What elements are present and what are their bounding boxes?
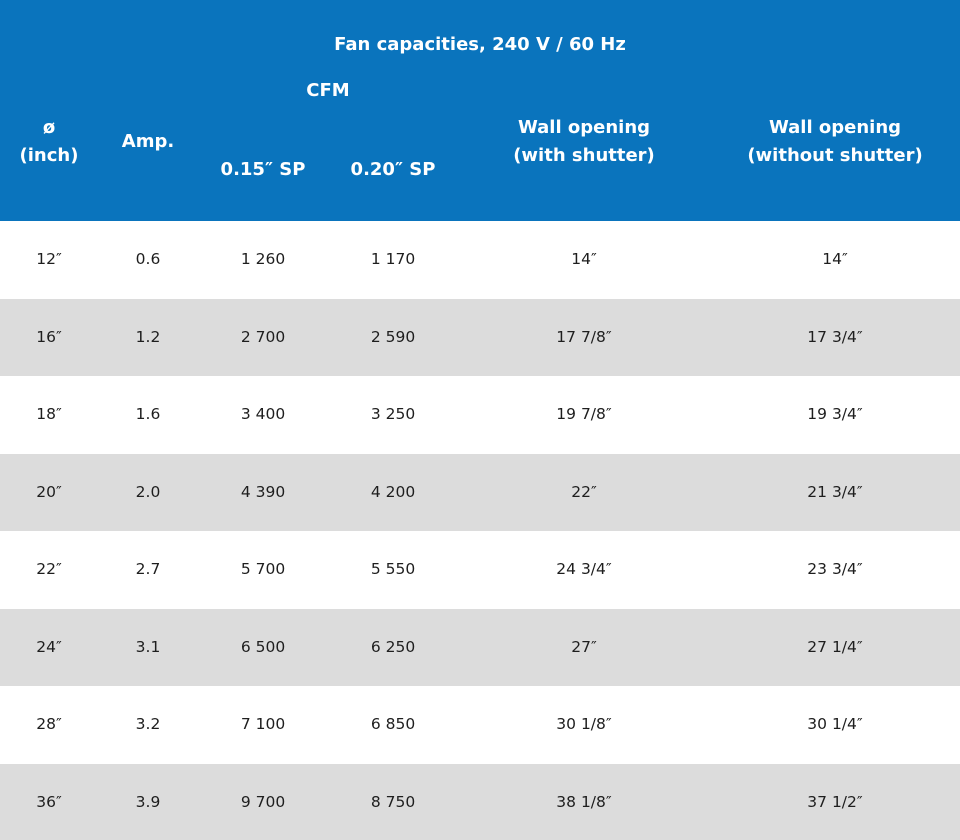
cell-diameter: 12″ bbox=[36, 250, 62, 268]
cell-wall-with-shutter: 14″ bbox=[571, 250, 597, 268]
cell-diameter: 24″ bbox=[36, 637, 62, 656]
cell-wall-with-shutter: 17 7/8″ bbox=[556, 327, 612, 346]
cell-wall-with-shutter: 19 7/8″ bbox=[556, 405, 612, 423]
cell-cfm-020: 5 550 bbox=[370, 560, 416, 578]
cell-amp: 0.6 bbox=[135, 250, 161, 268]
table-row: 12″ 0.6 1 260 1 170 14″ 14″ bbox=[0, 221, 960, 299]
cell-wall-with-shutter: 22″ bbox=[571, 482, 597, 501]
cell-amp: 3.1 bbox=[135, 637, 161, 656]
cell-cfm-020: 6 250 bbox=[370, 637, 416, 656]
cell-amp: 3.9 bbox=[135, 792, 161, 811]
header-wall-without-line2: (without shutter) bbox=[747, 145, 923, 166]
cell-cfm-020: 3 250 bbox=[370, 405, 416, 423]
cell-wall-with-shutter: 30 1/8″ bbox=[556, 715, 612, 733]
cell-cfm-020: 1 170 bbox=[370, 250, 416, 268]
cell-amp: 1.2 bbox=[135, 327, 161, 346]
cell-cfm-020: 6 850 bbox=[370, 715, 416, 733]
table-title: Fan capacities, 240 V / 60 Hz bbox=[334, 34, 626, 55]
cell-wall-without-shutter: 14″ bbox=[822, 250, 848, 268]
header-cfm-020: 0.20″ SP bbox=[350, 159, 436, 180]
cell-wall-without-shutter: 17 3/4″ bbox=[807, 327, 863, 346]
header-amp: Amp. bbox=[121, 131, 175, 152]
cell-amp: 3.2 bbox=[135, 715, 161, 733]
cell-diameter: 16″ bbox=[36, 327, 62, 346]
cell-cfm-015: 2 700 bbox=[240, 327, 286, 346]
cell-diameter: 22″ bbox=[36, 560, 62, 578]
table-row: 18″ 1.6 3 400 3 250 19 7/8″ 19 3/4″ bbox=[0, 376, 960, 454]
cell-cfm-015: 5 700 bbox=[240, 560, 286, 578]
header-diameter-unit: (inch) bbox=[19, 145, 79, 166]
cell-wall-with-shutter: 27″ bbox=[571, 637, 597, 656]
cell-cfm-015: 4 390 bbox=[240, 482, 286, 501]
header-wall-without-line1: Wall opening bbox=[768, 117, 902, 138]
cell-wall-with-shutter: 38 1/8″ bbox=[556, 792, 612, 811]
cell-cfm-015: 9 700 bbox=[240, 792, 286, 811]
header-cfm-015: 0.15″ SP bbox=[220, 159, 306, 180]
header-wall-with-line1: Wall opening bbox=[517, 117, 651, 138]
cell-cfm-020: 2 590 bbox=[370, 327, 416, 346]
cell-wall-without-shutter: 21 3/4″ bbox=[807, 482, 863, 501]
cell-cfm-015: 1 260 bbox=[240, 250, 286, 268]
cell-wall-without-shutter: 27 1/4″ bbox=[807, 637, 863, 656]
cell-wall-without-shutter: 23 3/4″ bbox=[807, 560, 863, 578]
header-diameter-symbol: ø bbox=[42, 117, 56, 138]
cell-amp: 2.0 bbox=[135, 482, 161, 501]
cell-wall-without-shutter: 19 3/4″ bbox=[807, 405, 863, 423]
table-header: Fan capacities, 240 V / 60 Hz ø (inch) A… bbox=[0, 0, 960, 221]
table-row: 22″ 2.7 5 700 5 550 24 3/4″ 23 3/4″ bbox=[0, 531, 960, 609]
cell-cfm-015: 6 500 bbox=[240, 637, 286, 656]
cell-diameter: 36″ bbox=[36, 792, 62, 811]
table-row: 20″ 2.0 4 390 4 200 22″ 21 3/4″ bbox=[0, 453, 960, 531]
table-row: 24″ 3.1 6 500 6 250 27″ 27 1/4″ bbox=[0, 608, 960, 686]
header-cfm-group: CFM bbox=[306, 80, 350, 101]
cell-diameter: 18″ bbox=[36, 405, 62, 423]
cell-diameter: 28″ bbox=[36, 715, 62, 733]
cell-wall-without-shutter: 37 1/2″ bbox=[807, 792, 863, 811]
table-row: 28″ 3.2 7 100 6 850 30 1/8″ 30 1/4″ bbox=[0, 686, 960, 764]
header-wall-with-line2: (with shutter) bbox=[513, 145, 655, 166]
cell-wall-with-shutter: 24 3/4″ bbox=[556, 560, 612, 578]
cell-cfm-015: 3 400 bbox=[240, 405, 286, 423]
cell-amp: 1.6 bbox=[135, 405, 161, 423]
cell-cfm-015: 7 100 bbox=[240, 715, 286, 733]
cell-wall-without-shutter: 30 1/4″ bbox=[807, 715, 863, 733]
cell-cfm-020: 4 200 bbox=[370, 482, 416, 501]
cell-amp: 2.7 bbox=[135, 560, 161, 578]
table-row: 36″ 3.9 9 700 8 750 38 1/8″ 37 1/2″ bbox=[0, 763, 960, 840]
cell-diameter: 20″ bbox=[36, 482, 62, 501]
cell-cfm-020: 8 750 bbox=[370, 792, 416, 811]
table-row: 16″ 1.2 2 700 2 590 17 7/8″ 17 3/4″ bbox=[0, 298, 960, 376]
